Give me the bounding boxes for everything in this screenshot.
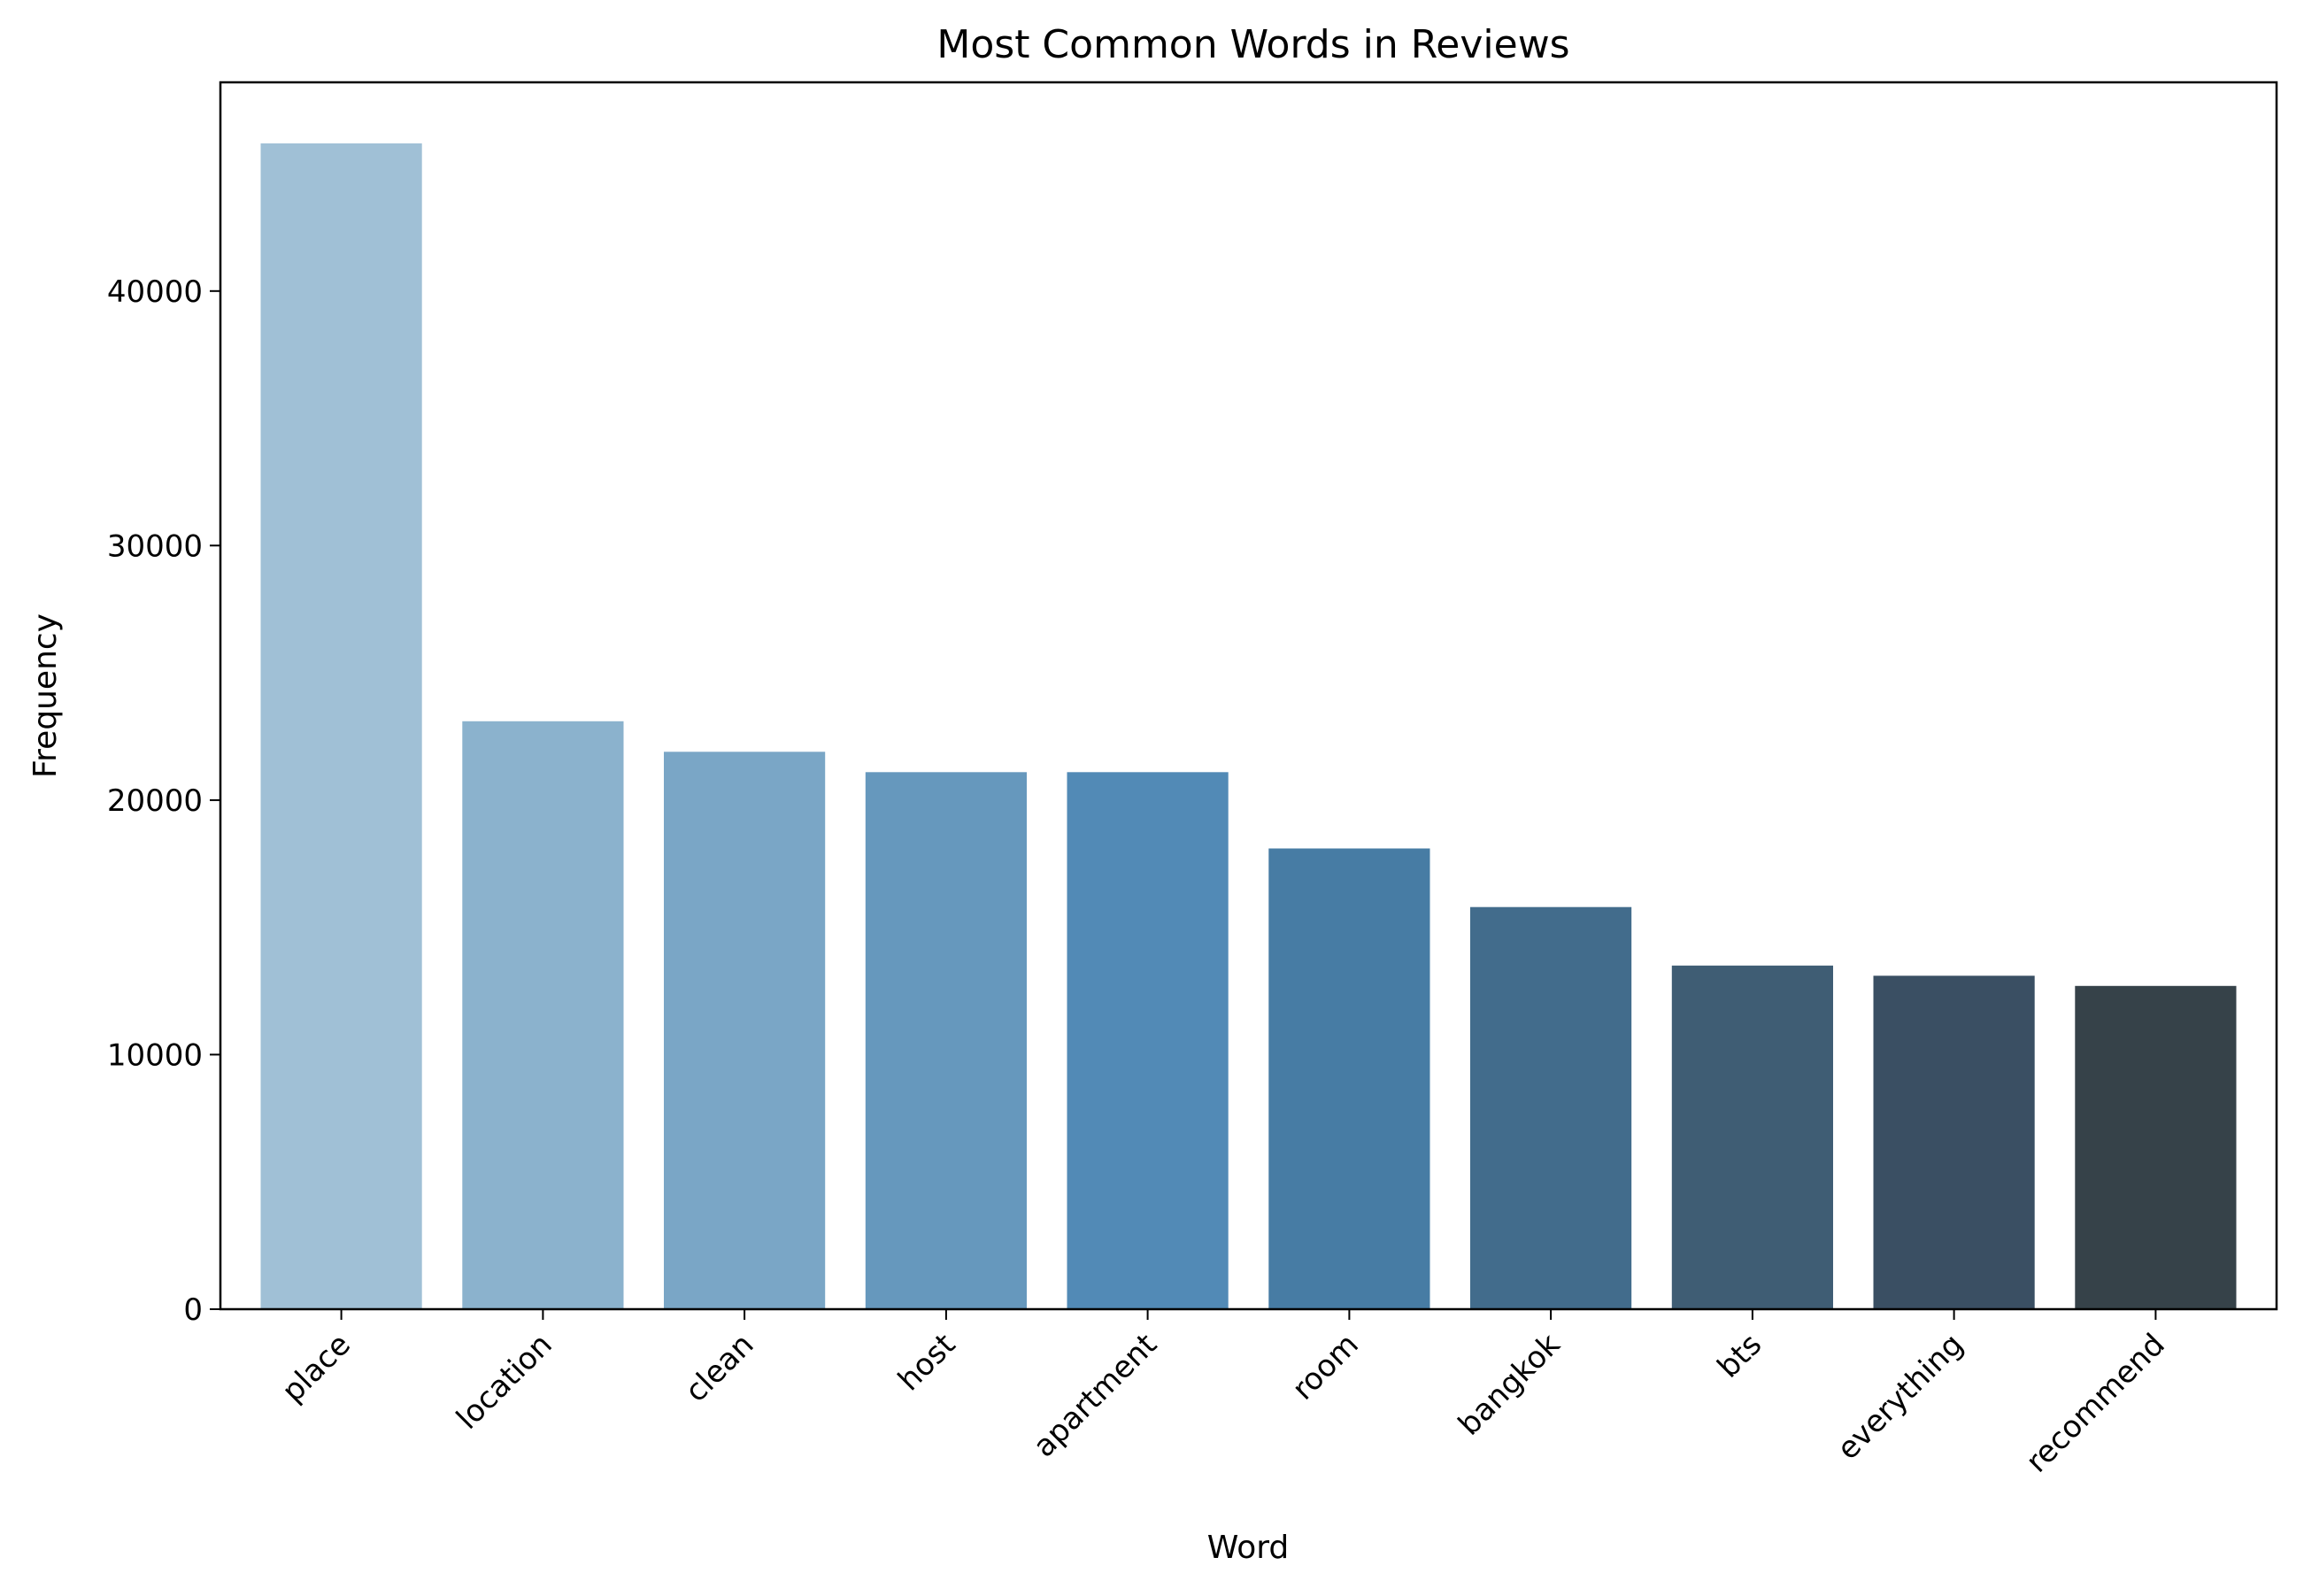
bar-host [865, 772, 1027, 1309]
x-tick-label-recommend: recommend [2019, 1327, 2171, 1479]
bar-place [260, 143, 422, 1309]
bars-group [260, 143, 2237, 1309]
x-tick-label-everything: everything [1830, 1327, 1970, 1467]
bar-bts [1671, 965, 1833, 1309]
bar-apartment [1067, 772, 1229, 1309]
bar-location [462, 721, 624, 1309]
x-tick-label-location: location [450, 1327, 559, 1437]
plot-frame [219, 81, 2278, 1311]
y-tick-label-30000: 30000 [107, 528, 203, 564]
chart-title: Most Common Words in Reviews [936, 22, 1569, 67]
bar-everything [1873, 975, 2035, 1309]
bar-recommend [2075, 985, 2237, 1309]
x-tick-label-apartment: apartment [1027, 1327, 1164, 1464]
x-axis-label: Word [1207, 1530, 1290, 1566]
y-tick-label-20000: 20000 [107, 783, 203, 819]
bar-room [1268, 848, 1430, 1309]
x-tick-label-host: host [891, 1327, 962, 1398]
y-tick-label-10000: 10000 [107, 1037, 203, 1073]
bar-bangkok [1470, 906, 1632, 1309]
x-tick-label-clean: clean [679, 1327, 761, 1409]
y-tick-label-0: 0 [183, 1292, 203, 1328]
x-tick-label-bts: bts [1711, 1327, 1769, 1385]
x-tick-label-bangkok: bangkok [1452, 1327, 1568, 1443]
bar-clean [664, 752, 826, 1309]
x-tick-label-place: place [275, 1327, 358, 1409]
x-tick-label-room: room [1285, 1327, 1365, 1407]
x-axis-ticks: place location clean host apartment room bangk… [275, 1309, 2172, 1480]
y-axis-label: Frequency [27, 613, 64, 778]
y-tick-label-40000: 40000 [107, 274, 203, 310]
y-axis-ticks: 0 10000 20000 30000 40000 [107, 274, 220, 1328]
